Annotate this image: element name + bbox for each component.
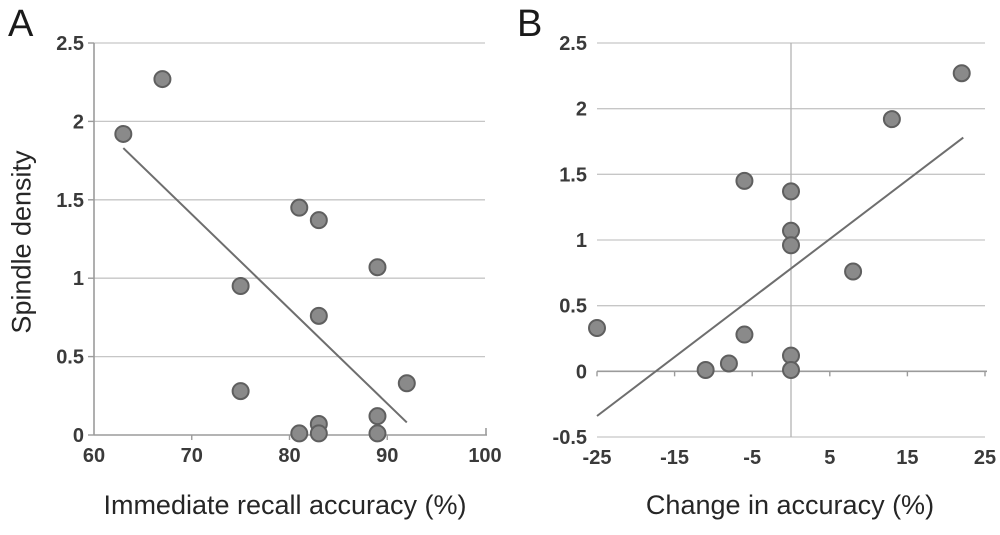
data-point	[231, 382, 250, 401]
x-tick-label: 5	[824, 447, 835, 469]
y-tick-label: 2.5	[56, 33, 84, 55]
x-axis-title-panel-a: Immediate recall accuracy (%)	[103, 490, 467, 520]
data-point	[309, 306, 328, 325]
x-tick-label: -25	[583, 447, 612, 469]
x-tick-label: 60	[83, 445, 105, 467]
data-point	[368, 407, 387, 426]
y-tick-label: 0	[73, 425, 84, 447]
data-point	[309, 211, 328, 230]
x-tick-label: 90	[376, 445, 398, 467]
y-tick-label: 0.5	[559, 296, 587, 318]
x-tick-label: 25	[974, 447, 996, 469]
data-point	[114, 124, 133, 143]
y-tick-label: 1	[576, 230, 587, 252]
panel-a-letter: A	[8, 3, 34, 45]
data-point	[397, 374, 416, 393]
panel-b-letter: B	[517, 3, 543, 45]
gridlines	[94, 42, 485, 358]
panel-a-plot: 0 0.5 1 1.5 2 2.5 60 70 80 90 100	[56, 33, 502, 467]
data-point	[368, 424, 387, 443]
axes	[88, 42, 487, 440]
y-tick-label: -0.5	[553, 427, 587, 449]
data-point	[231, 277, 250, 296]
data-point	[696, 361, 715, 380]
x-tick-label: 100	[468, 445, 501, 467]
tick-labels: 0 0.5 1 1.5 2 2.5 60 70 80 90 100	[56, 33, 502, 467]
y-tick-label: 2	[576, 99, 587, 121]
data-point	[588, 318, 606, 337]
data-point	[735, 171, 754, 190]
x-tick-label: -5	[743, 447, 761, 469]
data-point	[368, 258, 387, 277]
data-point	[309, 424, 328, 443]
y-tick-label: 2	[73, 111, 84, 133]
tick-labels: -0.5 0 0.5 1 1.5 2 2.5 -25 -15 -5 5 15 25	[553, 33, 997, 469]
y-tick-label: 2.5	[559, 33, 587, 55]
data-point	[735, 325, 754, 344]
x-tick-label: 80	[278, 445, 300, 467]
y-tick-label: 0.5	[56, 347, 84, 369]
y-tick-label: 0	[576, 361, 587, 383]
data-point	[782, 236, 800, 255]
data-point	[952, 64, 971, 83]
data-point	[719, 354, 738, 373]
y-tick-label: 1.5	[56, 190, 84, 212]
x-tick-label: -15	[660, 447, 689, 469]
data-point	[782, 361, 800, 380]
trendline	[122, 147, 408, 424]
y-tick-label: 1	[73, 268, 84, 290]
x-tick-label: 70	[181, 445, 203, 467]
data-points	[114, 70, 416, 443]
data-point	[153, 70, 172, 89]
x-tick-label: 15	[896, 447, 918, 469]
data-point	[290, 198, 309, 217]
data-point	[290, 424, 309, 443]
data-point	[882, 110, 901, 129]
gridlines	[597, 42, 985, 438]
y-tick-label: 1.5	[559, 164, 587, 186]
y-axis-title-spindle-density: Spindle density	[6, 150, 37, 334]
panel-b-plot: -0.5 0 0.5 1 1.5 2 2.5 -25 -15 -5 5 15 25	[553, 33, 997, 469]
data-point	[782, 182, 800, 201]
trendline	[596, 136, 964, 417]
data-points	[588, 64, 971, 380]
data-point	[844, 262, 863, 281]
x-axis-title-panel-b: Change in accuracy (%)	[645, 490, 935, 520]
